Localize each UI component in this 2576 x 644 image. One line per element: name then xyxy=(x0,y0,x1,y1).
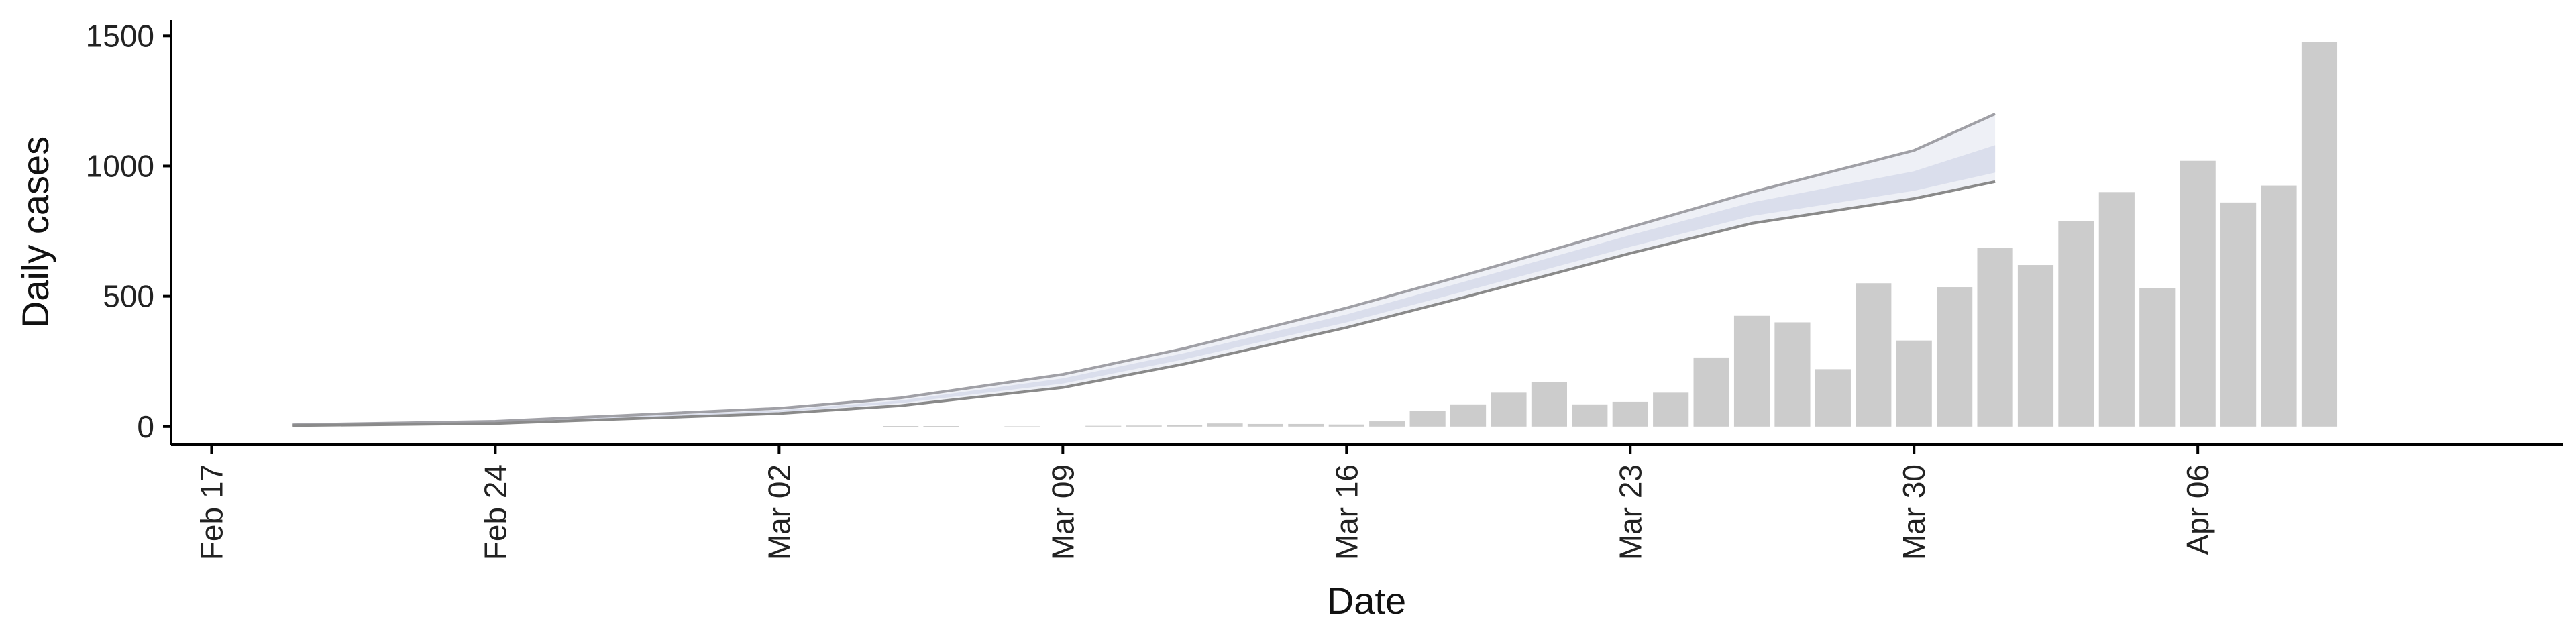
x-tick-label: Mar 16 xyxy=(1329,464,1364,560)
bar-2020-03-28 xyxy=(1815,369,1851,427)
band-upper-line xyxy=(292,112,1996,427)
bar-2020-03-14 xyxy=(1247,423,1284,427)
bar-2020-04-02 xyxy=(2017,265,2054,427)
bar-2020-03-10 xyxy=(1085,425,1122,427)
bar-2020-04-05 xyxy=(2139,288,2176,427)
y-axis-title: Daily cases xyxy=(14,136,56,328)
bar-2020-03-22 xyxy=(1572,404,1608,427)
bar-2020-03-29 xyxy=(1856,283,1892,427)
bars-layer xyxy=(883,42,2338,427)
bar-2020-03-20 xyxy=(1491,392,1527,427)
axes-layer xyxy=(170,20,2563,446)
bar-2020-03-21 xyxy=(1531,382,1567,427)
bar-2020-04-07 xyxy=(2220,202,2257,427)
bar-2020-04-01 xyxy=(1977,248,2013,427)
bar-2020-03-18 xyxy=(1409,411,1446,427)
y-ticks: 0 500 1000 1500 xyxy=(86,18,171,444)
bar-2020-03-13 xyxy=(1207,423,1243,427)
bar-2020-03-30 xyxy=(1896,340,1932,427)
x-axis-title: Date xyxy=(1327,580,1406,622)
bar-2020-03-17 xyxy=(1369,421,1405,427)
bar-2020-03-25 xyxy=(1693,357,1729,427)
bar-2020-04-06 xyxy=(2180,160,2216,427)
y-tick-label: 1500 xyxy=(86,18,154,53)
bar-2020-03-05 xyxy=(883,426,919,427)
x-tick-label: Mar 02 xyxy=(761,464,796,560)
bar-2020-03-15 xyxy=(1288,423,1324,427)
x-tick-label: Apr 06 xyxy=(2180,464,2215,555)
bar-2020-03-19 xyxy=(1450,404,1487,427)
estimate-band-layer xyxy=(292,112,1996,427)
x-tick-label: Feb 24 xyxy=(478,464,513,560)
bar-2020-04-08 xyxy=(2261,185,2297,427)
bar-2020-03-26 xyxy=(1733,315,1770,427)
bar-2020-03-27 xyxy=(1774,322,1811,427)
y-tick-label: 500 xyxy=(103,279,154,314)
bar-2020-03-16 xyxy=(1328,424,1364,427)
x-tick-label: Feb 17 xyxy=(194,464,229,560)
band-lower-line xyxy=(292,180,1996,427)
bar-2020-04-03 xyxy=(2058,221,2094,427)
bar-2020-03-06 xyxy=(923,426,959,427)
x-tick-label: Mar 23 xyxy=(1613,464,1648,560)
y-tick-label: 1000 xyxy=(86,148,154,183)
bar-2020-03-08 xyxy=(1004,426,1040,427)
bar-2020-03-23 xyxy=(1612,401,1648,427)
y-tick-label: 0 xyxy=(137,409,154,444)
bar-2020-04-04 xyxy=(2098,192,2135,427)
bar-2020-04-09 xyxy=(2301,42,2338,427)
bar-2020-03-24 xyxy=(1653,392,1689,427)
x-tick-label: Mar 30 xyxy=(1896,464,1931,560)
bar-2020-03-31 xyxy=(1937,287,1973,427)
x-tick-label: Mar 09 xyxy=(1045,464,1080,560)
x-ticks: Feb 17 Feb 24 Mar 02 Mar 09 Mar 16 Mar 23 Mar … xyxy=(194,445,2215,560)
bar-2020-03-12 xyxy=(1167,425,1203,427)
bar-2020-03-11 xyxy=(1126,425,1162,427)
